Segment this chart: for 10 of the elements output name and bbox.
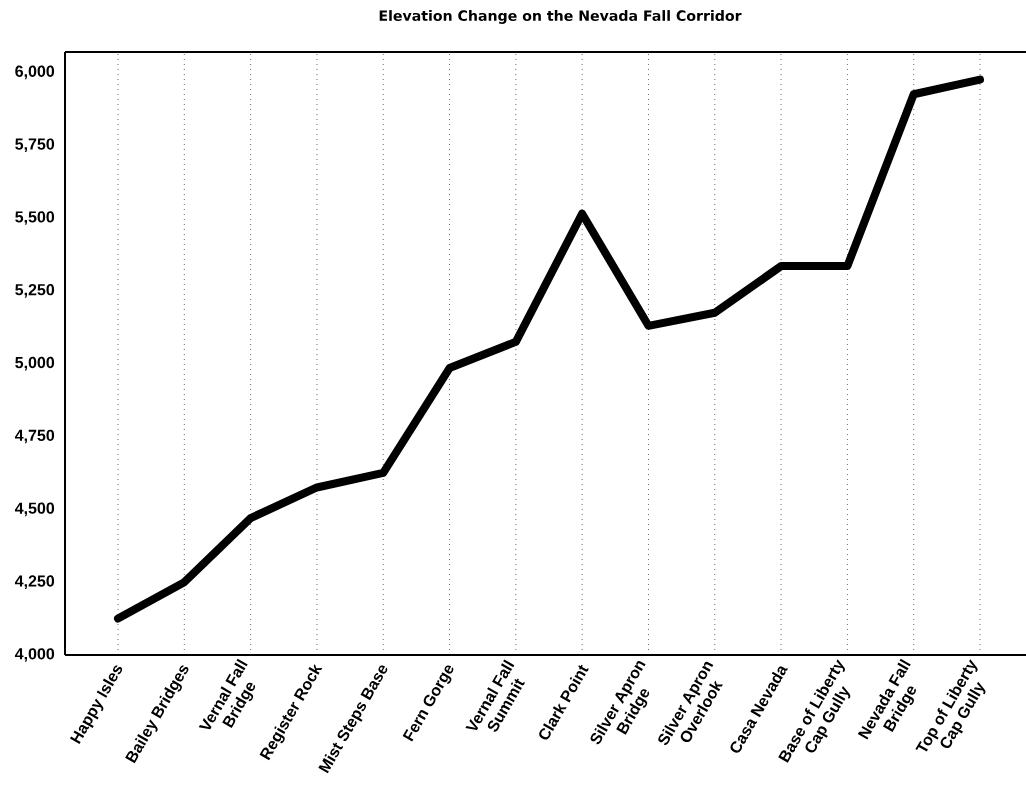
y-tick-label: 4,750 [14, 429, 55, 444]
y-tick-label: 5,500 [15, 211, 55, 225]
y-tick-label: 4,000 [14, 648, 55, 662]
y-tick-label: 6,000 [15, 65, 55, 80]
y-tick-label: 4,500 [14, 502, 55, 517]
chart-title: Elevation Change on the Nevada Fall Corridor [379, 10, 742, 24]
y-tick-label: 5,750 [15, 138, 55, 153]
y-tick-label: 5,000 [15, 356, 55, 371]
y-tick-label: 5,250 [15, 284, 55, 298]
y-tick-label: 4,250 [14, 575, 55, 589]
